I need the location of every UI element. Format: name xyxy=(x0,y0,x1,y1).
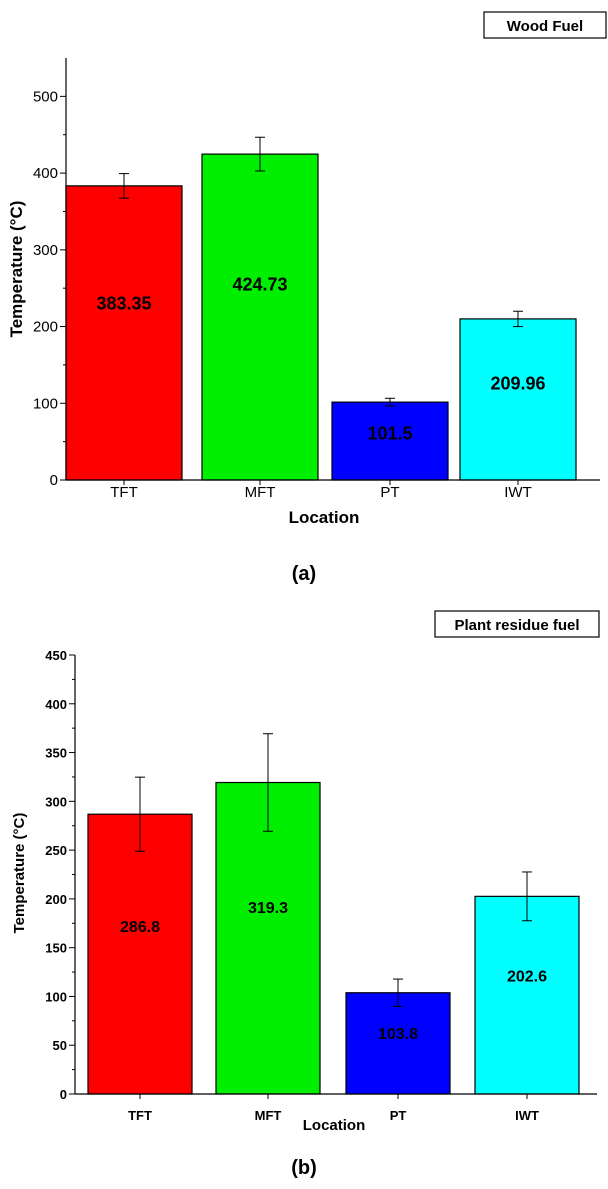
value-labels-group-b: 286.8 319.3 103.8 202.6 xyxy=(120,900,547,1043)
value-label-iwt: 202.6 xyxy=(507,968,547,985)
error-bars-group-b xyxy=(135,733,532,1007)
y-tick-label: 300 xyxy=(45,794,67,809)
value-labels-group-a: 383.35 424.73 101.5 209.96 xyxy=(96,274,545,443)
y-tick-label: 250 xyxy=(45,843,67,858)
y-tick-label: 50 xyxy=(53,1038,67,1053)
x-axis-title-b: Location xyxy=(303,1117,366,1134)
y-tick-label: 300 xyxy=(33,242,58,259)
bar-pt xyxy=(345,992,451,1095)
y-tick-label: 400 xyxy=(33,165,58,182)
panel-label-a: (a) xyxy=(292,563,316,585)
bars-group-b xyxy=(87,781,580,1095)
legend-label-a: Wood Fuel xyxy=(507,18,583,35)
x-tick-label-pt: PT xyxy=(390,1108,407,1123)
y-tick-label: 150 xyxy=(45,941,67,956)
value-label-tft: 286.8 xyxy=(120,919,160,936)
y-tick-label: 200 xyxy=(45,892,67,907)
x-tick-label-tft: TFT xyxy=(128,1108,152,1123)
error-bars-group-a xyxy=(119,136,523,407)
y-tick-label: 200 xyxy=(33,319,58,336)
bar-tft xyxy=(65,185,183,481)
y-tick-label: 0 xyxy=(50,472,58,489)
x-tick-label-mft: MFT xyxy=(255,1108,282,1123)
y-tick-label: 400 xyxy=(45,697,67,712)
y-ticks-group-b: 0 50 100 150 200 250 300 350 400 450 xyxy=(45,648,75,1102)
y-tick-label: 500 xyxy=(33,88,58,105)
chart-panel-a: Wood Fuel 383.35 424.73 101.5 209.96 0 100 20… xyxy=(7,11,607,585)
bars-group-a xyxy=(65,153,577,481)
value-label-mft: 424.73 xyxy=(232,274,287,294)
x-ticks-group-b: TFT MFT PT IWT xyxy=(128,1094,539,1123)
bar-mft xyxy=(201,153,319,481)
x-ticks-group-a: TFT MFT PT IWT xyxy=(110,480,532,501)
x-axis-title-a: Location xyxy=(289,508,360,527)
value-label-mft: 319.3 xyxy=(248,900,288,917)
legend-box-b xyxy=(434,610,600,638)
value-label-pt: 103.8 xyxy=(378,1026,418,1043)
panel-label-b: (b) xyxy=(291,1157,317,1179)
y-tick-label: 350 xyxy=(45,746,67,761)
y-tick-label: 100 xyxy=(45,989,67,1004)
bar-tft xyxy=(87,813,193,1095)
y-tick-label: 450 xyxy=(45,648,67,663)
x-tick-label-pt: PT xyxy=(380,484,399,501)
bar-iwt xyxy=(459,318,577,481)
y-axis-title-b: Temperature (°C) xyxy=(11,813,28,934)
x-tick-label-iwt: IWT xyxy=(504,484,532,501)
x-tick-label-mft: MFT xyxy=(245,484,276,501)
value-label-tft: 383.35 xyxy=(96,294,151,314)
y-tick-label: 0 xyxy=(60,1087,67,1102)
legend-label-b: Plant residue fuel xyxy=(454,617,579,634)
legend-box-a xyxy=(483,11,607,39)
value-label-pt: 101.5 xyxy=(367,423,412,443)
bar-pt xyxy=(331,401,449,481)
y-tick-label: 100 xyxy=(33,395,58,412)
bar-iwt xyxy=(474,895,580,1095)
y-ticks-group-a: 0 100 200 300 400 500 xyxy=(33,88,66,489)
bar-mft xyxy=(215,781,321,1095)
x-tick-label-tft: TFT xyxy=(110,484,138,501)
chart-panel-b: Plant residue fuel 286.8319.3103.8202.6 … xyxy=(11,610,600,1179)
y-axis-title-a: Temperature (°C) xyxy=(7,201,26,338)
value-label-iwt: 209.96 xyxy=(490,373,545,393)
x-tick-label-iwt: IWT xyxy=(515,1108,539,1123)
